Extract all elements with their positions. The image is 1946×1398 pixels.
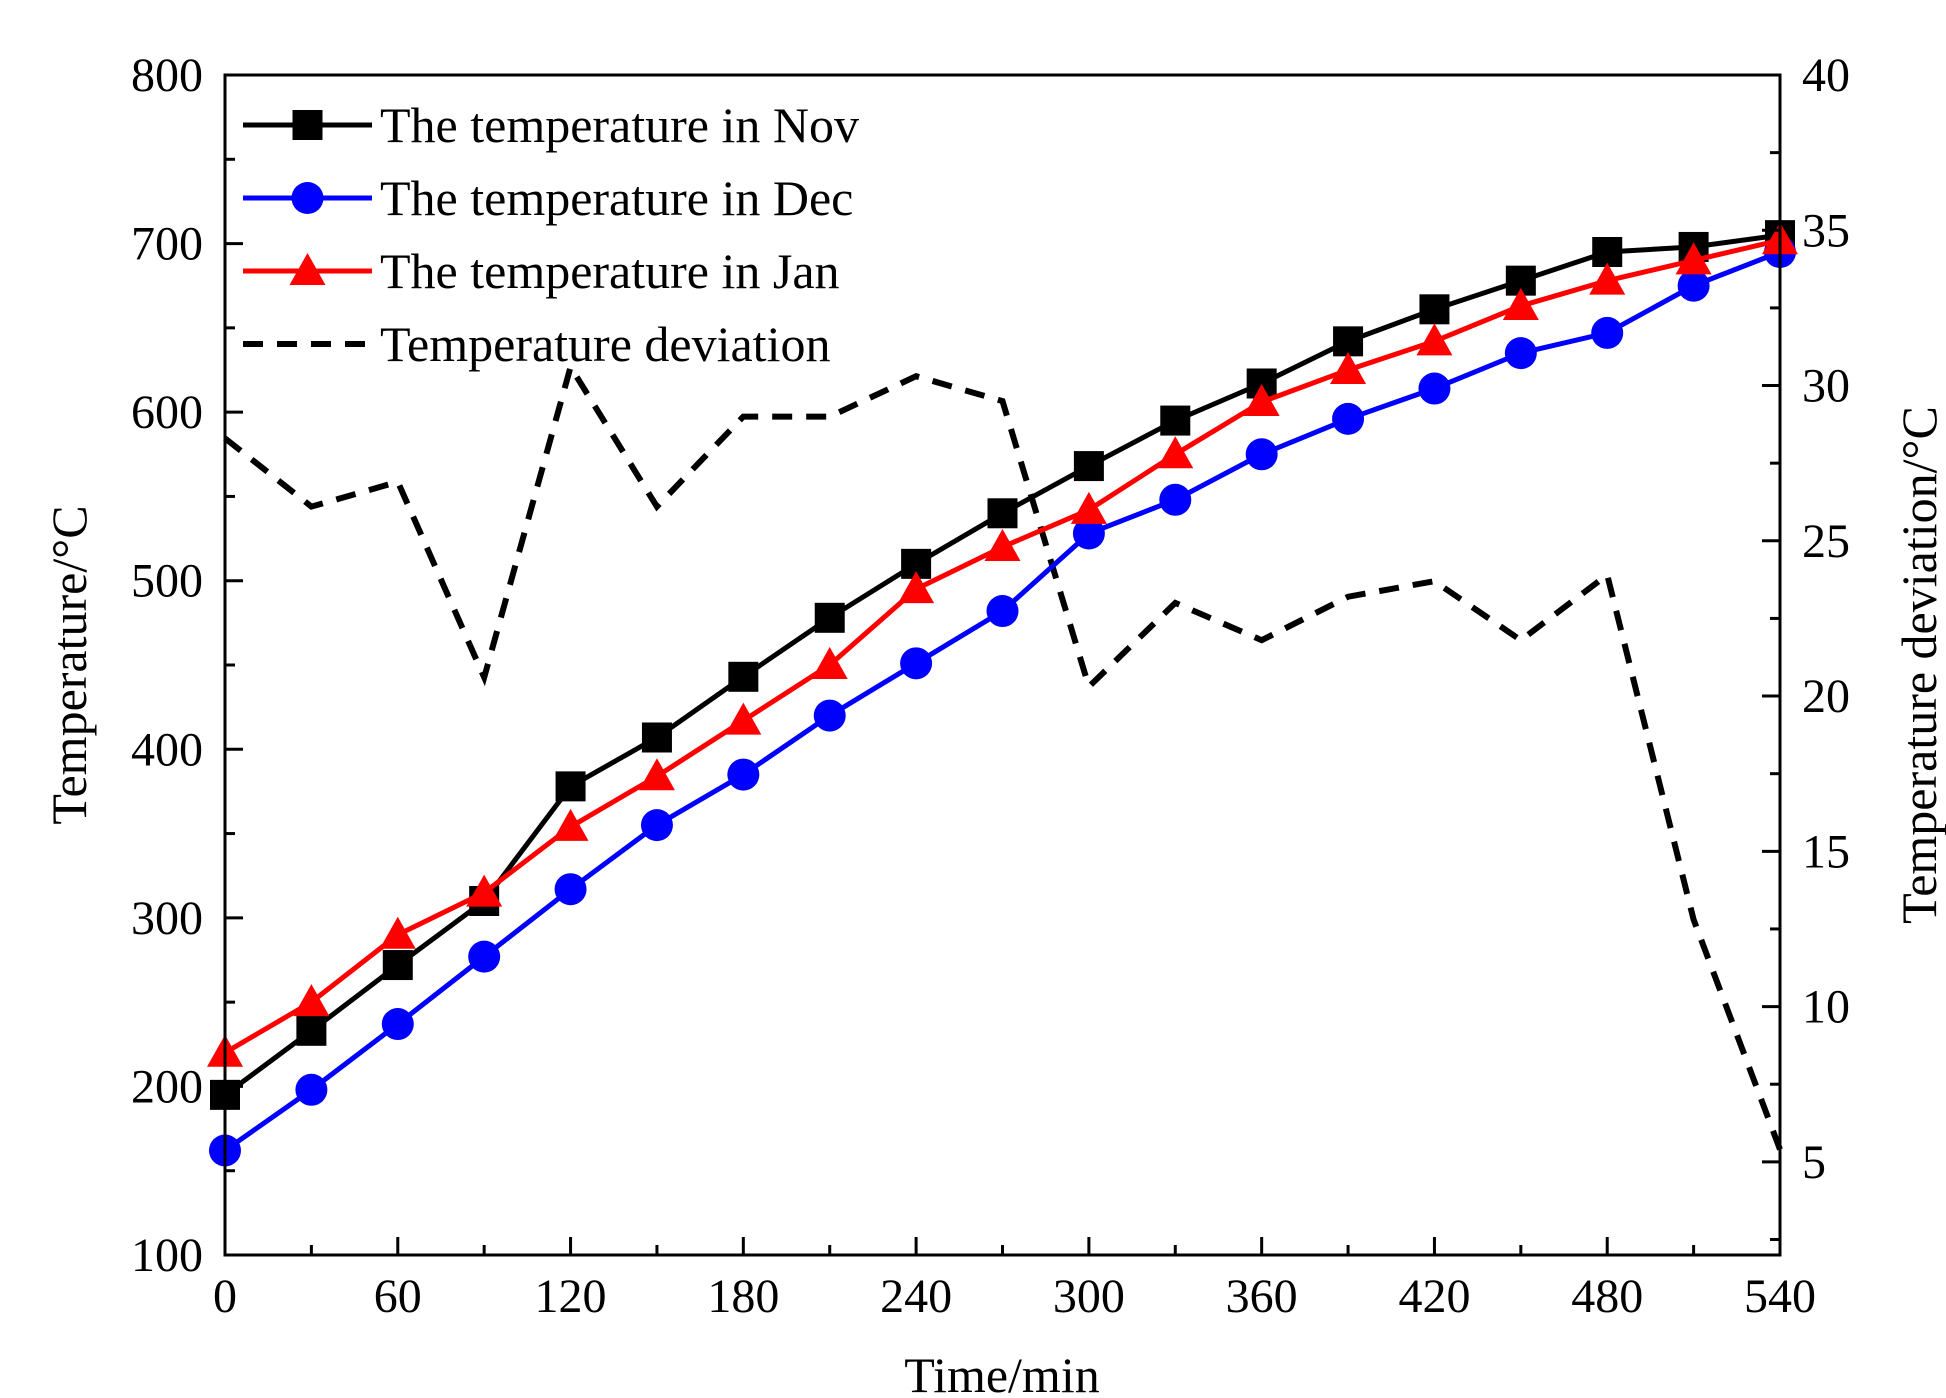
x-tick-label: 420	[1398, 1270, 1470, 1323]
y-tick-label: 700	[131, 218, 203, 271]
x-tick-label: 0	[213, 1270, 237, 1323]
y2-tick-label: 35	[1802, 204, 1850, 257]
data-point	[638, 758, 675, 791]
data-point	[1332, 402, 1365, 435]
data-point	[379, 916, 416, 949]
data-point	[555, 771, 586, 802]
data-point	[1419, 294, 1450, 325]
data-point	[641, 722, 672, 753]
legend-label: The temperature in Jan	[380, 243, 840, 299]
data-point	[1245, 438, 1278, 471]
y-tick-label: 600	[131, 386, 203, 439]
data-point	[1243, 384, 1280, 417]
data-point	[1589, 262, 1626, 295]
data-point	[1502, 287, 1539, 320]
data-point	[295, 1073, 328, 1106]
series-2	[207, 222, 1798, 1067]
data-point	[1504, 337, 1537, 370]
axes: 0 60 120 180 240 300 360 420 480 5401002003004005…	[131, 49, 1850, 1323]
data-point	[296, 1015, 327, 1046]
data-point	[1675, 242, 1712, 275]
y-tick-label: 500	[131, 555, 203, 608]
data-point	[552, 808, 589, 841]
y2-tick-label: 30	[1802, 360, 1850, 413]
x-tick-label: 60	[374, 1270, 422, 1323]
data-point	[1591, 316, 1624, 349]
data-point	[466, 874, 503, 907]
plot-area	[207, 220, 1798, 1167]
x-tick-label: 300	[1053, 1270, 1125, 1323]
y2-tick-label: 25	[1802, 515, 1850, 568]
data-point	[727, 758, 760, 791]
y2-tick-label: 20	[1802, 670, 1850, 723]
data-point	[728, 661, 759, 692]
legend-label: The temperature in Dec	[380, 170, 853, 226]
legend-marker	[292, 110, 323, 140]
y-tick-label: 400	[131, 723, 203, 776]
x-axis-title: Time/min	[904, 1347, 1099, 1398]
y2-tick-label: 5	[1802, 1136, 1826, 1189]
data-point	[1072, 517, 1105, 550]
series-line	[223, 249, 1781, 1153]
legend-marker	[289, 253, 326, 285]
data-point	[987, 498, 1018, 529]
data-point	[1070, 491, 1107, 524]
y2-axis-title: Temperature deviation/°C	[1891, 406, 1946, 924]
data-point	[1416, 323, 1453, 356]
y2-tick-label: 40	[1802, 49, 1850, 102]
data-point	[381, 1008, 414, 1041]
data-point	[1592, 237, 1623, 267]
y-tick-label: 200	[131, 1060, 203, 1113]
legend: The temperature in Nov The temperature in…	[243, 97, 859, 372]
legend-label: The temperature in Nov	[380, 97, 859, 153]
data-point	[1330, 352, 1367, 384]
series-line	[223, 359, 1783, 1151]
x-tick-label: 120	[535, 1270, 607, 1323]
x-tick-label: 180	[707, 1270, 779, 1323]
data-point	[1159, 483, 1192, 516]
data-point	[986, 595, 1019, 628]
y-tick-label: 300	[131, 892, 203, 945]
data-point	[554, 873, 587, 906]
y2-tick-label: 15	[1802, 825, 1850, 878]
data-point	[293, 984, 330, 1017]
x-tick-label: 360	[1226, 1270, 1298, 1323]
data-point	[1157, 436, 1194, 469]
y-tick-label: 100	[131, 1229, 203, 1282]
data-point	[811, 647, 848, 679]
data-point	[813, 699, 846, 732]
data-point	[984, 529, 1021, 561]
series-1	[209, 236, 1796, 1167]
data-point	[468, 940, 501, 973]
x-tick-label: 540	[1744, 1270, 1816, 1323]
data-point	[898, 571, 935, 604]
y-tick-label: 800	[131, 49, 203, 102]
data-point	[1418, 372, 1451, 405]
y-axis-title: Temperature/°C	[41, 505, 97, 824]
series-3	[223, 359, 1783, 1151]
data-point	[1677, 269, 1710, 302]
data-point	[814, 602, 845, 633]
x-tick-label: 480	[1571, 1270, 1643, 1323]
data-point	[1160, 405, 1191, 436]
y2-tick-label: 10	[1802, 981, 1850, 1034]
data-point	[1333, 326, 1364, 357]
legend-marker	[291, 182, 324, 214]
x-tick-label: 240	[880, 1270, 952, 1323]
data-point	[640, 809, 673, 842]
data-point	[1073, 451, 1104, 482]
legend-label: Temperature deviation	[380, 316, 830, 372]
data-point	[725, 702, 762, 735]
data-point	[900, 647, 933, 680]
data-point	[382, 950, 413, 981]
